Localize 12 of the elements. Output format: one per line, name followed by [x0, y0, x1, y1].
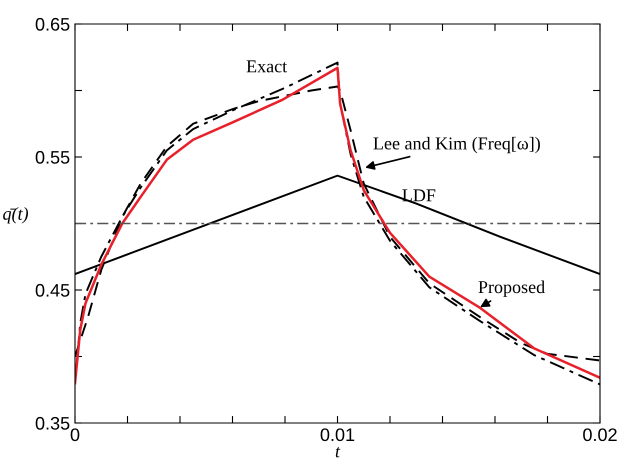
y-tick-label: 0.55	[36, 150, 70, 164]
y-tick-label: 0.45	[36, 284, 70, 297]
annotation: Exact	[246, 60, 288, 72]
y-axis-title: q̄(t)	[3, 207, 28, 224]
annotation: Proposed	[478, 280, 545, 297]
y-tick-label: 0.65	[36, 18, 70, 31]
x-tick-label: 0.01	[320, 428, 354, 442]
annotation: Lee and Kim (Freq[ω])	[373, 136, 540, 154]
x-axis-title: t	[336, 447, 340, 458]
x-tick-label: 0.02	[583, 428, 617, 442]
x-tick-label: 0	[70, 428, 80, 442]
y-tick-label: 0.35	[36, 416, 70, 430]
